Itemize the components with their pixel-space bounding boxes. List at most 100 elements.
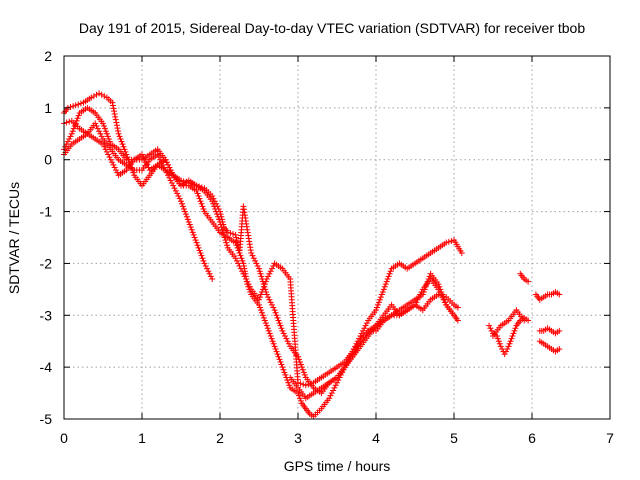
data-point — [261, 281, 268, 288]
data-point — [373, 307, 379, 314]
data-point — [181, 208, 188, 215]
data-point — [220, 231, 227, 238]
data-point — [190, 231, 197, 238]
data-point — [435, 286, 442, 293]
data-point — [413, 299, 420, 306]
series-track-5 — [287, 275, 457, 402]
data-point — [426, 273, 433, 280]
data-point — [259, 312, 266, 319]
data-point — [495, 338, 502, 345]
series-track-4 — [61, 104, 461, 389]
data-point — [256, 268, 263, 275]
x-tick-label: 5 — [450, 430, 458, 446]
data-point — [221, 234, 228, 241]
data-point — [117, 135, 124, 142]
data-point — [274, 314, 281, 321]
data-point — [267, 299, 274, 306]
y-tick-label: -3 — [40, 307, 53, 323]
data-point — [282, 371, 289, 378]
data-point — [330, 387, 337, 394]
data-point — [414, 296, 421, 303]
data-point — [363, 320, 370, 327]
data-point — [440, 296, 447, 303]
data-point — [506, 340, 513, 347]
x-tick-label: 0 — [60, 430, 68, 446]
data-point — [262, 320, 269, 327]
series-track-11 — [536, 338, 563, 355]
data-point — [106, 154, 113, 161]
data-point — [73, 117, 80, 124]
data-point — [279, 364, 286, 371]
data-point — [253, 260, 260, 267]
series-track-2 — [61, 117, 465, 397]
data-point — [100, 120, 106, 127]
data-point — [423, 281, 430, 288]
data-point — [159, 161, 166, 168]
data-point — [262, 278, 269, 285]
data-point — [170, 182, 177, 189]
data-point — [113, 167, 119, 174]
data-point — [204, 265, 210, 272]
data-point — [105, 135, 112, 142]
data-point — [240, 270, 247, 277]
data-point — [250, 255, 257, 262]
data-point — [497, 343, 504, 350]
data-point — [102, 128, 109, 135]
data-point — [207, 273, 214, 280]
series-track-1 — [61, 90, 461, 420]
data-point — [70, 125, 77, 132]
data-point — [302, 382, 309, 389]
data-point — [332, 382, 339, 389]
data-point — [232, 255, 239, 262]
data-point — [63, 119, 70, 126]
data-point — [109, 159, 116, 166]
data-point — [68, 130, 75, 137]
data-point — [101, 143, 108, 150]
y-tick-label: 1 — [44, 100, 52, 116]
data-point — [239, 268, 246, 275]
data-point — [448, 237, 455, 244]
data-point — [115, 130, 122, 137]
data-point — [439, 294, 446, 301]
data-point — [286, 382, 293, 389]
data-point — [361, 325, 368, 332]
data-point — [508, 335, 515, 342]
data-point — [264, 325, 271, 332]
data-point — [90, 93, 97, 100]
data-point — [194, 242, 201, 249]
data-point — [256, 301, 262, 308]
data-point — [276, 356, 283, 363]
data-point — [191, 234, 198, 241]
data-point — [232, 231, 239, 238]
data-point — [201, 260, 208, 267]
data-point — [142, 159, 149, 166]
data-point — [273, 312, 280, 319]
data-point — [107, 156, 114, 163]
data-point — [272, 345, 279, 352]
data-point — [210, 200, 217, 207]
data-point — [106, 138, 113, 145]
data-point — [270, 304, 277, 311]
data-point — [104, 133, 111, 140]
data-point — [270, 263, 277, 270]
data-point — [172, 187, 179, 194]
data-point — [385, 273, 392, 280]
data-point — [266, 270, 273, 277]
data-point — [116, 133, 123, 140]
data-point — [186, 221, 193, 228]
y-tick-label: 0 — [44, 152, 52, 168]
data-point — [499, 345, 506, 352]
data-point — [327, 392, 334, 399]
data-point — [252, 257, 259, 264]
data-point — [163, 159, 170, 166]
data-point — [334, 379, 340, 386]
data-point — [96, 90, 103, 97]
data-point — [441, 299, 448, 306]
data-point — [284, 377, 291, 384]
data-point — [75, 112, 82, 119]
data-point — [501, 351, 508, 358]
data-point — [382, 281, 389, 288]
data-point — [494, 335, 501, 342]
data-point — [209, 275, 216, 282]
data-point — [259, 286, 266, 293]
